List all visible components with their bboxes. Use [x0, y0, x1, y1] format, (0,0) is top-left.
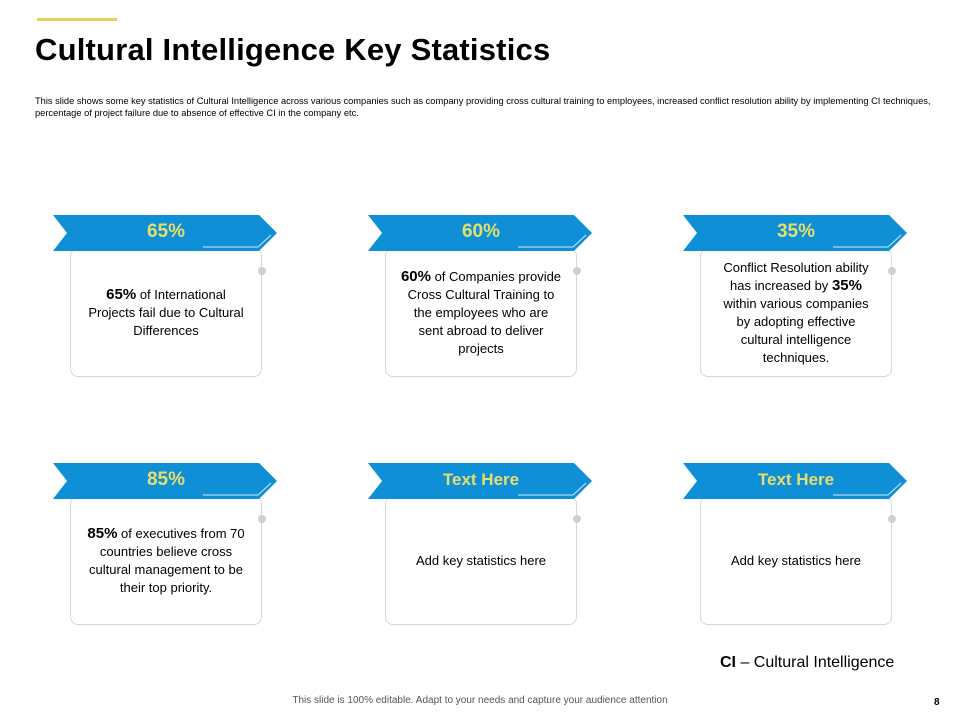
page-title: Cultural Intelligence Key Statistics	[35, 32, 551, 67]
description: This slide shows some key statistics of …	[35, 96, 931, 118]
stat-value: 35%	[831, 276, 862, 294]
stat-block: 60% 60% of Companies provide Cross Cultu…	[368, 215, 594, 385]
stat-card: Add key statistics here	[700, 496, 896, 625]
stat-text: Add key statistics here	[415, 552, 547, 568]
ribbon-shape	[368, 215, 592, 251]
stat-card: 85% of executives from 70 countries beli…	[70, 496, 266, 625]
stat-banner-label: 35%	[776, 221, 816, 242]
stat-block: Text Here Add key statistics here	[368, 463, 594, 633]
stat-banner-label: Text Here	[757, 470, 835, 489]
stat-banner-label: 60%	[461, 221, 501, 242]
stat-banner-label: Text Here	[442, 470, 520, 489]
stat-description: Conflict Resolution ability has increase…	[715, 259, 877, 367]
dot-icon	[258, 515, 266, 523]
dot-icon	[573, 515, 581, 523]
stat-text: of Companies provide Cross Cultural Trai…	[407, 268, 562, 356]
stat-text-pre: Conflict Resolution ability has increase…	[723, 259, 869, 293]
stat-description: 60% of Companies provide Cross Cultural …	[400, 268, 562, 358]
ribbon-shape	[368, 463, 592, 499]
stat-card: 65% of International Projects fail due t…	[70, 248, 266, 377]
stat-block: 35% Conflict Resolution ability has incr…	[683, 215, 909, 385]
dot-icon	[573, 267, 581, 275]
stat-description: Add key statistics here	[416, 552, 546, 570]
stat-card: Conflict Resolution ability has increase…	[700, 248, 896, 377]
accent-line	[37, 18, 117, 21]
stat-text: of International Projects fail due to Cu…	[88, 286, 244, 338]
stat-text: of executives from 70 countries believe …	[89, 525, 245, 595]
stat-banner: 85%	[53, 463, 279, 499]
stat-banner: 60%	[368, 215, 594, 251]
stat-text: Add key statistics here	[730, 552, 862, 568]
legend: CI – Cultural Intelligence	[720, 654, 894, 672]
stat-value: 60%	[400, 267, 431, 285]
legend-abbr: CI	[720, 654, 736, 671]
stat-block: 85% 85% of executives from 70 countries …	[53, 463, 279, 633]
stat-value: 85%	[87, 524, 118, 542]
stat-card: Add key statistics here	[385, 496, 581, 625]
stat-description: 85% of executives from 70 countries beli…	[85, 525, 247, 597]
stat-banner: Text Here	[683, 463, 909, 499]
stat-banner-label: 85%	[146, 469, 186, 490]
stat-banner: 65%	[53, 215, 279, 251]
stat-banner-label: 65%	[146, 221, 186, 242]
page-number: 8	[934, 697, 940, 708]
stat-description: 65% of International Projects fail due t…	[85, 286, 247, 340]
dot-icon	[888, 515, 896, 523]
dot-icon	[258, 267, 266, 275]
stat-block: 65% 65% of International Projects fail d…	[53, 215, 279, 385]
stat-block: Text Here Add key statistics here	[683, 463, 909, 633]
ribbon-shape	[53, 463, 277, 499]
stat-card: 60% of Companies provide Cross Cultural …	[385, 248, 581, 377]
footer-note: This slide is 100% editable. Adapt to yo…	[292, 695, 668, 706]
stat-value: 65%	[106, 285, 137, 303]
stat-description: Add key statistics here	[731, 552, 861, 570]
ribbon-shape	[683, 215, 907, 251]
legend-text: – Cultural Intelligence	[736, 654, 895, 671]
ribbon-shape	[683, 463, 907, 499]
stat-text: within various companies by adopting eff…	[723, 295, 869, 365]
stat-banner: Text Here	[368, 463, 594, 499]
ribbon-shape	[53, 215, 277, 251]
dot-icon	[888, 267, 896, 275]
stat-banner: 35%	[683, 215, 909, 251]
